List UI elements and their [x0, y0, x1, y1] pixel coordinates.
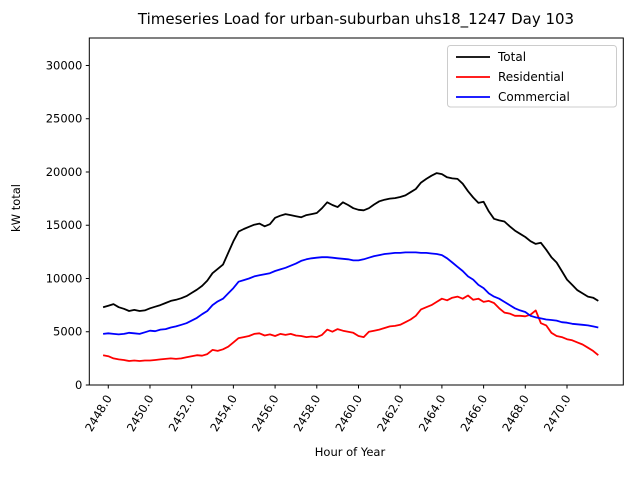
series-line-total [102, 172, 599, 312]
y-tick-label: 0 [75, 378, 82, 392]
y-tick-label: 25000 [46, 112, 83, 126]
y-tick-label: 10000 [46, 271, 83, 285]
x-tick-label: 2466.0 [457, 392, 490, 434]
x-tick-label: 2452.0 [166, 392, 199, 434]
y-tick-label: 15000 [46, 218, 83, 232]
series-line-commercial [102, 251, 599, 336]
y-axis-ticks: 0 5000 10000 15000 20000 25000 30000 [46, 58, 90, 392]
x-tick-label: 2460.0 [332, 392, 365, 434]
series-lines [102, 172, 599, 362]
x-tick-label: 2456.0 [249, 392, 282, 434]
chart-title: Timeseries Load for urban-suburban uhs18… [137, 10, 574, 29]
x-tick-label: 2454.0 [207, 392, 240, 434]
y-axis-label: kW total [9, 184, 23, 232]
legend: Total Residential Commercial [447, 45, 617, 108]
y-tick-label: 30000 [46, 58, 83, 72]
x-axis-ticks: 2448.0 2450.0 2452.0 2454.0 2456.0 2458.0 2460… [82, 385, 574, 434]
legend-label-total: Total [497, 50, 526, 64]
x-tick-label: 2458.0 [291, 392, 324, 434]
legend-label-commercial: Commercial [498, 90, 570, 104]
y-tick-label: 20000 [46, 165, 83, 179]
y-tick-label: 5000 [53, 325, 82, 339]
x-tick-label: 2462.0 [374, 392, 407, 434]
x-tick-label: 2464.0 [416, 392, 449, 434]
x-tick-label: 2448.0 [82, 392, 115, 434]
x-tick-label: 2450.0 [124, 392, 157, 434]
x-tick-label: 2470.0 [541, 392, 574, 434]
x-tick-label: 2468.0 [499, 392, 532, 434]
series-line-residential [102, 294, 599, 362]
legend-label-residential: Residential [498, 70, 564, 84]
legend-box [447, 45, 617, 108]
x-axis-label: Hour of Year [315, 445, 386, 459]
plot-frame [88, 37, 624, 386]
